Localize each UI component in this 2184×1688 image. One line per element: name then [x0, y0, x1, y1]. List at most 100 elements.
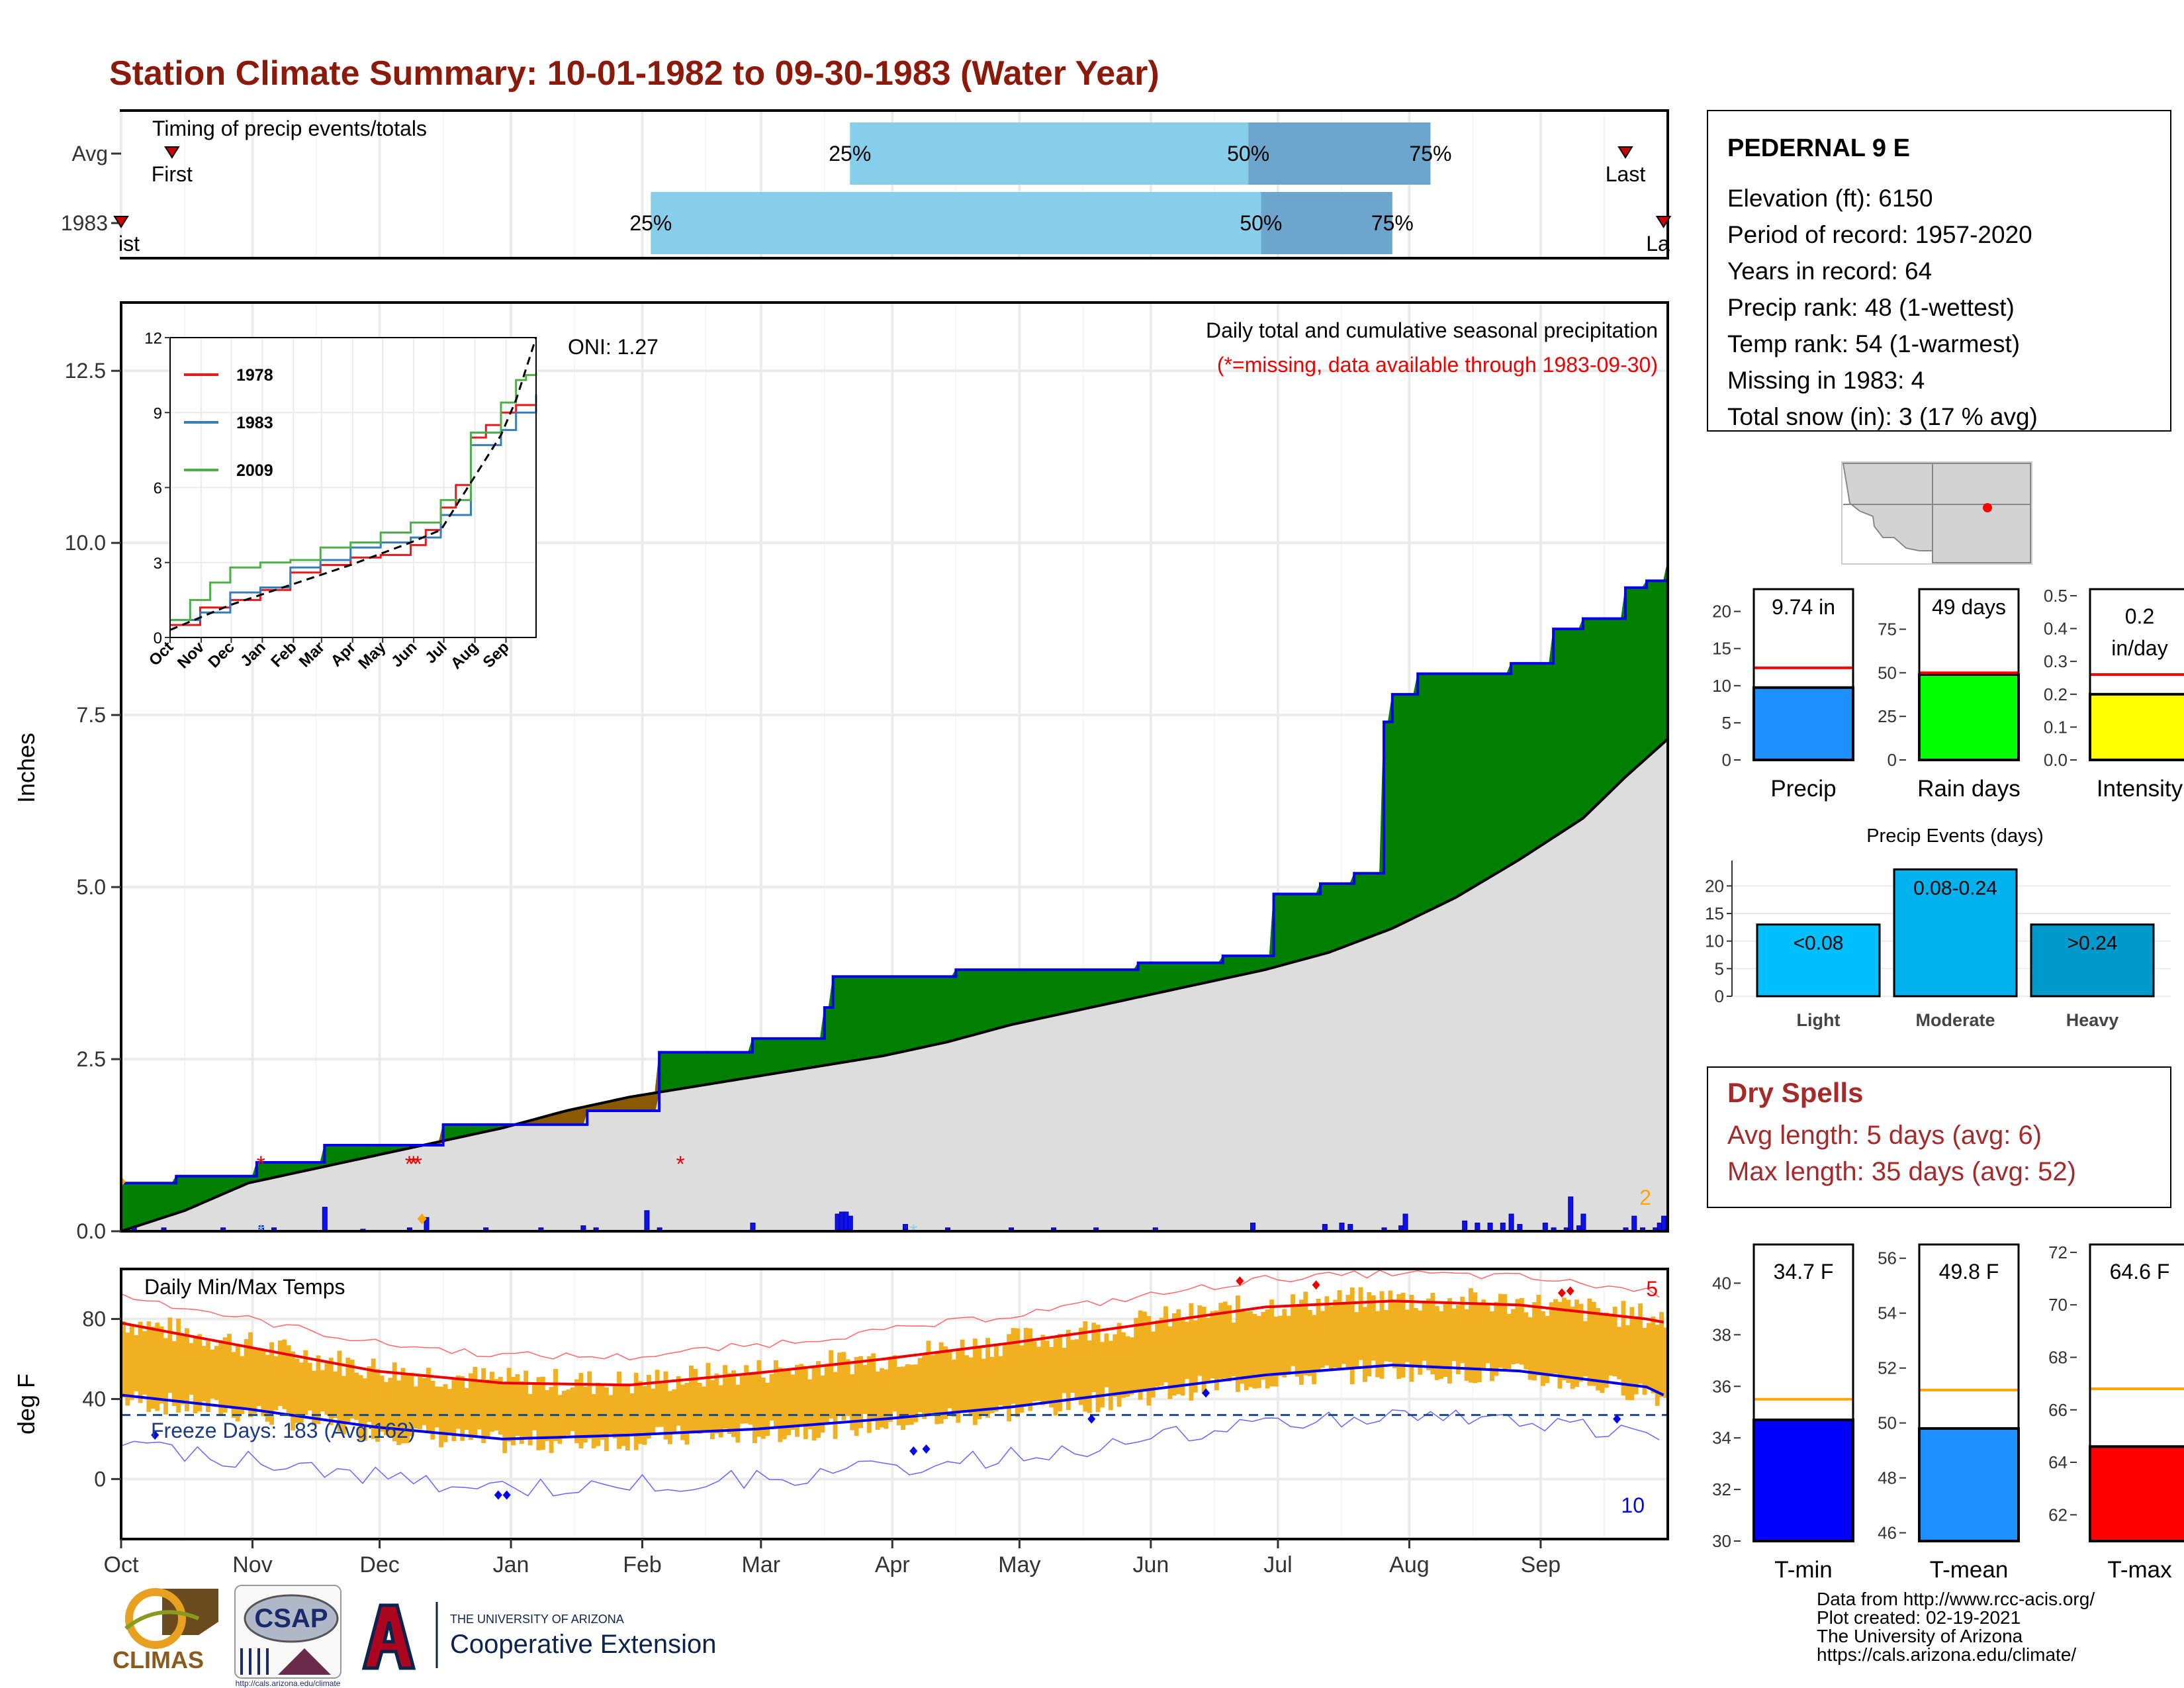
daily-temp-bar: [469, 1373, 473, 1440]
surplus-area: [1426, 673, 1431, 913]
surplus-area: [1295, 893, 1300, 962]
daily-temp-bar: [1159, 1317, 1164, 1386]
mini-y-tick-label: 32: [1712, 1479, 1731, 1499]
surplus-area: [1468, 673, 1473, 891]
temperature-bar-charts: 30 32 34 36 38 40 T-min 34.7 F 46 48 50 52 54 56 T-mea…: [1712, 1243, 2184, 1583]
surplus-area: [989, 969, 995, 1031]
daily-temp-bar: [1320, 1311, 1325, 1368]
daily-temp-bar: [388, 1378, 393, 1438]
temp-bar-chart-t-mean: 46 48 50 52 54 56 T-mean 49.8 F: [1878, 1243, 2020, 1583]
surplus-area: [1154, 962, 1160, 994]
daily-temp-bar: [985, 1338, 991, 1418]
events-category-label: Moderate: [1915, 1010, 1995, 1030]
surplus-area: [1565, 628, 1571, 830]
missing-count: 2: [1639, 1186, 1651, 1209]
surplus-area: [1112, 969, 1118, 1004]
surplus-area: [1387, 694, 1393, 931]
temp-chart: [120, 1270, 1668, 1500]
surplus-area: [803, 1038, 808, 1070]
timing-75-label: 75%: [1371, 211, 1414, 235]
surplus-area: [447, 1124, 452, 1141]
surplus-area: [981, 969, 986, 1033]
daily-temp-bar: [418, 1374, 423, 1430]
mini-y-tick-label: 50: [1878, 1413, 1897, 1433]
surplus-area: [798, 1038, 804, 1070]
daily-temp-bar: [811, 1366, 817, 1441]
surplus-area: [1053, 969, 1058, 1016]
daily-temp-bar: [426, 1368, 431, 1433]
daily-temp-bar: [167, 1317, 173, 1393]
daily-temp-bar: [570, 1387, 575, 1431]
csap-cloud: [244, 1594, 339, 1643]
daily-temp-bar: [718, 1385, 723, 1438]
surplus-area: [154, 1182, 160, 1221]
surplus-area: [727, 1052, 732, 1082]
daily-temp-bar: [578, 1373, 584, 1448]
daily-temp-bar: [1298, 1299, 1304, 1385]
surplus-area: [667, 1052, 672, 1092]
daily-temp-bar: [887, 1356, 893, 1422]
daily-temp-bar: [1058, 1333, 1062, 1412]
ua-block-a: [361, 1603, 416, 1670]
surplus-area: [1422, 673, 1427, 915]
daily-temp-bar: [782, 1369, 787, 1440]
temp-bar-value-text: 49.8 F: [1939, 1260, 1999, 1284]
daily-temp-bar: [1083, 1321, 1088, 1412]
surplus-area: [1290, 893, 1296, 964]
mini-bar-value-text: 9.74 in: [1772, 595, 1835, 619]
record-low-marker: [1087, 1414, 1096, 1424]
surplus-area: [1082, 969, 1088, 1010]
daily-temp-bar: [1477, 1303, 1482, 1383]
surplus-area: [887, 976, 893, 1056]
cumulative-base-area: [121, 739, 1668, 1231]
daily-temp-bar: [1062, 1347, 1067, 1393]
surplus-area: [1582, 618, 1588, 820]
surplus-area: [854, 976, 859, 1061]
daily-temp-bar: [1282, 1309, 1287, 1378]
surplus-area: [1612, 618, 1617, 790]
timing-75-label: 75%: [1409, 142, 1451, 165]
daily-temp-bar: [142, 1331, 147, 1395]
location-map: [1841, 461, 2032, 565]
daily-temp-bar: [930, 1355, 935, 1413]
daily-temp-bar: [1231, 1322, 1236, 1377]
daily-temp-bar: [1218, 1303, 1224, 1380]
temp-ylabel: deg F: [13, 1374, 40, 1434]
month-label: Apr: [875, 1552, 910, 1577]
surplus-area: [124, 1182, 130, 1231]
surplus-area: [1235, 955, 1240, 977]
precip-y-tick-label: 12.5: [65, 359, 106, 383]
daily-temp-bar: [383, 1382, 388, 1436]
mini-y-tick-label: 0.4: [2044, 619, 2068, 639]
events-y-tick-label: 0: [1715, 986, 1724, 1006]
daily-temp-bar: [490, 1372, 494, 1432]
csap-mountain: [278, 1648, 331, 1675]
record-low-marker: [1613, 1414, 1621, 1424]
mini-y-tick-label: 0.2: [2044, 684, 2068, 704]
mini-y-tick-label: 40: [1712, 1273, 1731, 1293]
surplus-area: [968, 969, 974, 1037]
missing-data-marker: *: [405, 1152, 414, 1177]
surplus-area: [328, 1145, 334, 1166]
daily-temp-bar: [1113, 1334, 1118, 1397]
surplus-area: [841, 976, 846, 1063]
surplus-area: [985, 969, 991, 1033]
last-event-marker: [1655, 216, 1672, 228]
daily-temp-bar: [756, 1360, 762, 1437]
surplus-area: [1332, 883, 1338, 952]
daily-temp-bar: [1269, 1299, 1275, 1387]
info-line: Temp rank: 54 (1-warmest): [1727, 330, 2020, 357]
surplus-area: [997, 969, 1003, 1029]
surplus-area: [1637, 587, 1643, 767]
daily-temp-bar: [638, 1381, 643, 1444]
surplus-area: [180, 1176, 185, 1213]
daily-temp-bar: [735, 1384, 741, 1443]
daily-temp-bar: [1337, 1290, 1342, 1368]
daily-temp-bar: [752, 1373, 757, 1444]
surplus-area: [1362, 872, 1367, 941]
surplus-area: [150, 1182, 156, 1223]
daily-temp-bar: [515, 1374, 520, 1436]
surplus-area: [1248, 955, 1253, 974]
surplus-area: [345, 1145, 351, 1162]
daily-temp-bar: [1345, 1295, 1351, 1368]
